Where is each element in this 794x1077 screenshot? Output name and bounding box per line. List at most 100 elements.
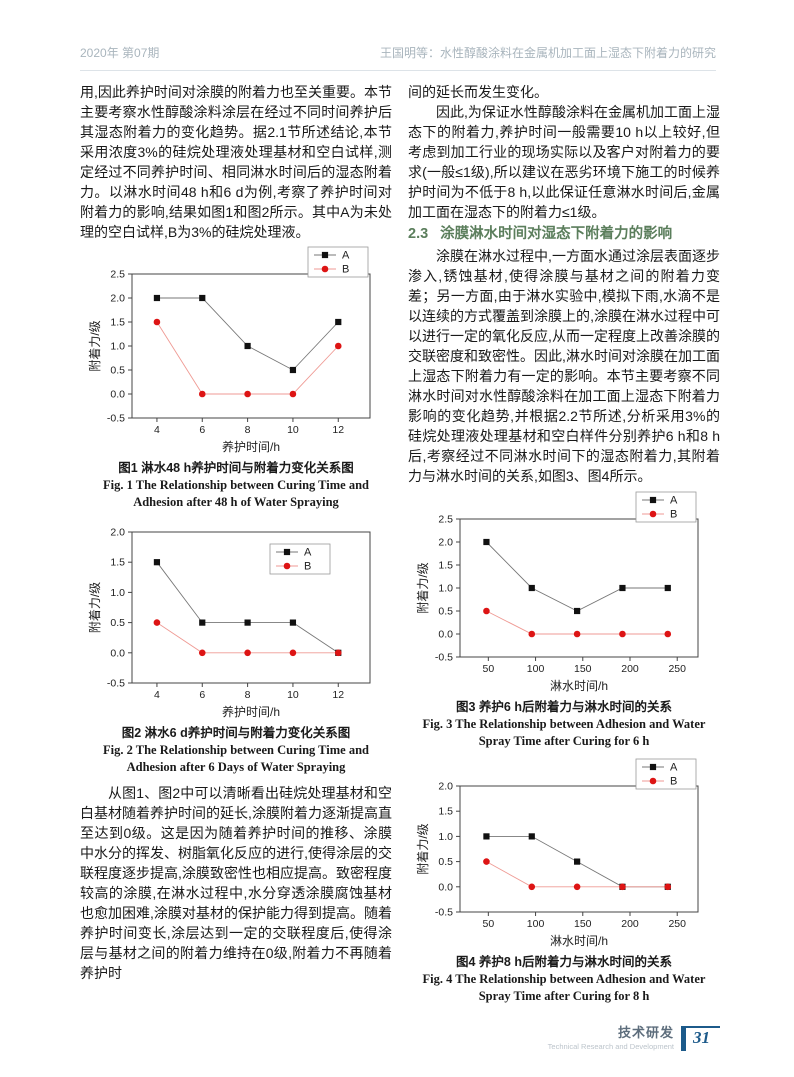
- svg-text:-0.5: -0.5: [107, 413, 125, 425]
- svg-text:4: 4: [154, 689, 160, 701]
- svg-text:4: 4: [154, 424, 160, 436]
- svg-text:0.0: 0.0: [110, 647, 125, 659]
- svg-text:-0.5: -0.5: [107, 678, 125, 690]
- svg-text:-0.5: -0.5: [435, 652, 453, 664]
- figure2-line-chart: 4 6 8 10 12 -0.5 0.0 0.5 1.0 1.5 2.0 养护时间/h 附着力/级 AB: [87, 527, 371, 719]
- svg-text:1.0: 1.0: [438, 583, 453, 595]
- svg-text:附着力/级: 附着力/级: [415, 823, 430, 874]
- svg-text:6: 6: [199, 689, 205, 701]
- figure1-line-chart: 4 6 8 10 12 -0.5 0.0 0.5 1.0 1.5 2.0 2.5 养护时间/h 附着力/级…: [87, 246, 371, 454]
- figure-3: 50 100 150 200 250 -0.5 0.0 0.5 1.0 1.5 2.0 2.5 淋水时间…: [408, 491, 720, 750]
- svg-text:0.5: 0.5: [438, 856, 453, 868]
- svg-text:150: 150: [574, 663, 592, 675]
- right-column: 间的延长而发生变化。 因此,为保证水性醇酸涂料在金属机加工面上湿态下的附着力,养…: [408, 82, 720, 1009]
- paragraph-curing-intro: 用,因此养护时间对涂膜的附着力也至关重要。本节主要考察水性醇酸涂料涂层在经过不同…: [80, 84, 392, 240]
- svg-text:A: A: [304, 547, 312, 559]
- svg-text:100: 100: [527, 663, 545, 675]
- svg-text:250: 250: [668, 663, 686, 675]
- svg-text:2.5: 2.5: [110, 269, 125, 281]
- svg-text:B: B: [342, 264, 349, 276]
- page-header: 2020年 第07期 王国明等：水性醇酸涂料在金属机加工面上湿态下附着力的研究: [80, 44, 716, 71]
- svg-text:0.5: 0.5: [110, 617, 125, 629]
- svg-text:1.0: 1.0: [110, 341, 125, 353]
- svg-text:A: A: [670, 762, 678, 774]
- svg-text:附着力/级: 附着力/级: [87, 582, 102, 633]
- svg-text:1.0: 1.0: [438, 831, 453, 843]
- paragraph-spray-time: 涂膜在淋水过程中,一方面水通过涂层表面逐步渗入,锈蚀基材,使得涂膜与基材之间的附…: [408, 248, 720, 484]
- svg-text:淋水时间/h: 淋水时间/h: [550, 934, 608, 948]
- figure-2: 4 6 8 10 12 -0.5 0.0 0.5 1.0 1.5 2.0 养护时间/h 附着力/级 A B …: [80, 519, 392, 776]
- svg-text:-0.5: -0.5: [435, 907, 453, 919]
- figure1-caption-en-line1: Fig. 1 The Relationship between Curing T…: [102, 478, 369, 492]
- svg-text:10: 10: [287, 424, 299, 436]
- figure1-caption-cn: 图1 淋水48 h养护时间与附着力变化关系图: [118, 461, 354, 475]
- figure3-caption-en-line2: Spray Time after Curing for 6 h: [478, 734, 650, 748]
- two-column-body: 用,因此养护时间对涂膜的附着力也至关重要。本节主要考察水性醇酸涂料涂层在经过不同…: [80, 82, 720, 1009]
- figure4-caption-cn: 图4 养护8 h后附着力与淋水时间的关系: [456, 955, 672, 969]
- section-title: 涂膜淋水时间对湿态下附着力的影响: [440, 226, 673, 242]
- figure-1: 4 6 8 10 12 -0.5 0.0 0.5 1.0 1.5 2.0 2.5 养护时间/h 附着力/级…: [80, 246, 392, 511]
- svg-text:2.0: 2.0: [438, 781, 453, 793]
- svg-text:50: 50: [482, 918, 494, 930]
- svg-text:200: 200: [621, 663, 639, 675]
- page-number: 31: [681, 1025, 720, 1051]
- figure4-caption-en-line2: Spray Time after Curing for 8 h: [478, 989, 650, 1003]
- svg-text:B: B: [304, 561, 311, 573]
- header-running-title: 王国明等：水性醇酸涂料在金属机加工面上湿态下附着力的研究: [379, 46, 716, 60]
- header-issue: 2020年 第07期: [80, 46, 160, 60]
- svg-text:2.0: 2.0: [110, 527, 125, 539]
- footer-label-cn: 技术研发: [617, 1025, 674, 1041]
- svg-text:8: 8: [245, 424, 251, 436]
- svg-text:B: B: [670, 509, 677, 521]
- svg-text:8: 8: [245, 689, 251, 701]
- svg-text:养护时间/h: 养护时间/h: [222, 439, 280, 454]
- svg-text:1.5: 1.5: [110, 557, 125, 569]
- svg-text:A: A: [670, 495, 678, 507]
- svg-text:1.5: 1.5: [110, 317, 125, 329]
- figure2-caption-en-line1: Fig. 2 The Relationship between Curing T…: [102, 743, 369, 757]
- svg-text:0.0: 0.0: [438, 629, 453, 641]
- svg-text:200: 200: [621, 918, 639, 930]
- svg-text:100: 100: [527, 918, 545, 930]
- left-column: 用,因此养护时间对涂膜的附着力也至关重要。本节主要考察水性醇酸涂料涂层在经过不同…: [80, 82, 392, 1009]
- page-footer: 技术研发 Technical Research and Development …: [548, 1025, 720, 1051]
- figure1-caption-en-line2: Adhesion after 48 h of Water Spraying: [133, 495, 339, 509]
- paragraph-recommendation: 因此,为保证水性醇酸涂料在金属机加工面上湿态下的附着力,养护时间一般需要10 h…: [408, 104, 720, 220]
- svg-text:12: 12: [332, 689, 344, 701]
- svg-text:B: B: [670, 776, 677, 788]
- figure4-line-chart: 50 100 150 200 250 -0.5 0.0 0.5 1.0 1.5 2.0 淋水时间/h 附…: [415, 758, 699, 948]
- svg-text:0.5: 0.5: [438, 606, 453, 618]
- svg-text:12: 12: [332, 424, 344, 436]
- figure4-caption-en-line1: Fig. 4 The Relationship between Adhesion…: [422, 972, 706, 986]
- figure2-caption-cn: 图2 淋水6 d养护时间与附着力变化关系图: [121, 726, 351, 740]
- svg-text:50: 50: [482, 663, 494, 675]
- figure2-caption-en-line2: Adhesion after 6 Days of Water Spraying: [126, 760, 346, 774]
- svg-text:养护时间/h: 养护时间/h: [222, 704, 280, 719]
- footer-label-en: Technical Research and Development: [547, 1041, 674, 1051]
- svg-text:2.0: 2.0: [110, 293, 125, 305]
- section-number: 2.3: [408, 226, 429, 242]
- svg-text:6: 6: [199, 424, 205, 436]
- svg-text:250: 250: [668, 918, 686, 930]
- svg-text:1.5: 1.5: [438, 560, 453, 572]
- svg-text:0.0: 0.0: [110, 389, 125, 401]
- figure3-caption-cn: 图3 养护6 h后附着力与淋水时间的关系: [456, 700, 672, 714]
- svg-text:2.5: 2.5: [438, 514, 453, 526]
- paragraph-continuation: 间的延长而发生变化。: [408, 84, 548, 100]
- footer-section-label: 技术研发 Technical Research and Development: [548, 1026, 674, 1051]
- svg-text:1.5: 1.5: [438, 806, 453, 818]
- svg-text:2.0: 2.0: [438, 537, 453, 549]
- figure3-line-chart: 50 100 150 200 250 -0.5 0.0 0.5 1.0 1.5 2.0 2.5 淋水时间…: [415, 491, 699, 693]
- svg-text:0.5: 0.5: [110, 365, 125, 377]
- svg-text:A: A: [342, 250, 350, 262]
- figure3-caption-en-line1: Fig. 3 The Relationship between Adhesion…: [422, 717, 706, 731]
- svg-text:附着力/级: 附着力/级: [87, 320, 102, 371]
- figure-4: 50 100 150 200 250 -0.5 0.0 0.5 1.0 1.5 2.0 淋水时间/h 附…: [408, 758, 720, 1005]
- section-heading-2-3: 2.3 涂膜淋水时间对湿态下附着力的影响: [408, 223, 720, 245]
- svg-text:0.0: 0.0: [438, 881, 453, 893]
- svg-text:1.0: 1.0: [110, 587, 125, 599]
- svg-text:10: 10: [287, 689, 299, 701]
- paragraph-figure-discussion: 从图1、图2中可以清晰看出硅烷处理基材和空白基材随着养护时间的延长,涂膜附着力逐…: [80, 785, 392, 981]
- svg-text:150: 150: [574, 918, 592, 930]
